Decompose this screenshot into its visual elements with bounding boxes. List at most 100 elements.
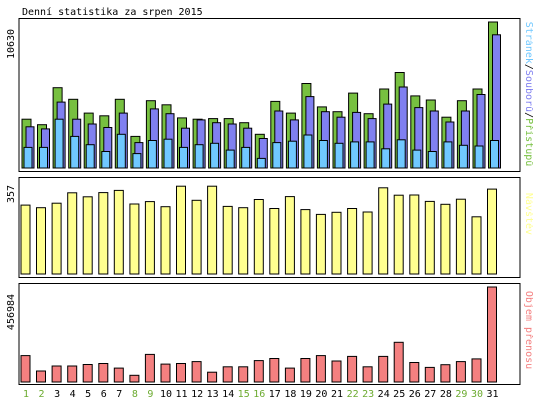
- bar-visits-day-5: [82, 196, 93, 275]
- bar-pages-day-17: [272, 142, 282, 169]
- bar-pages-day-4: [70, 135, 80, 169]
- day-label-4: 4: [70, 389, 76, 400]
- traffic-bars: [21, 21, 501, 169]
- bar-bytes-day-21: [331, 360, 342, 383]
- day-label-16: 16: [253, 389, 265, 400]
- day-label-31: 31: [486, 389, 498, 400]
- bar-visits-day-18: [284, 196, 295, 275]
- day-label-18: 18: [284, 389, 296, 400]
- day-label-29: 29: [455, 389, 467, 400]
- bar-bytes-day-26: [409, 362, 420, 383]
- bar-pages-day-16: [256, 157, 266, 169]
- bar-visits-day-28: [440, 203, 451, 275]
- traffic-legend: Stránek/Souborů/Přístupů: [523, 22, 533, 167]
- bar-bytes-day-9: [144, 353, 155, 383]
- bar-bytes-day-23: [362, 366, 373, 383]
- bar-pages-day-22: [350, 141, 360, 169]
- bar-pages-day-25: [396, 139, 406, 169]
- day-label-11: 11: [175, 389, 187, 400]
- bar-visits-day-24: [378, 187, 389, 275]
- bar-pages-day-13: [210, 142, 220, 169]
- day-label-8: 8: [132, 389, 138, 400]
- bar-pages-day-11: [179, 146, 188, 169]
- day-label-7: 7: [116, 389, 122, 400]
- bar-bytes-day-4: [67, 365, 78, 383]
- bar-pages-day-6: [101, 151, 111, 169]
- day-label-2: 2: [38, 389, 44, 400]
- bytes-panel-frame: [18, 283, 521, 385]
- bar-visits-day-9: [144, 201, 155, 275]
- bar-bytes-day-1: [20, 355, 31, 383]
- day-label-24: 24: [378, 389, 390, 400]
- bar-visits-day-6: [98, 192, 109, 275]
- bar-visits-day-17: [269, 208, 280, 275]
- day-label-10: 10: [160, 389, 172, 400]
- bar-pages-day-19: [303, 134, 313, 169]
- day-label-27: 27: [424, 389, 436, 400]
- bar-visits-day-25: [393, 194, 404, 275]
- bar-visits-day-29: [455, 198, 466, 275]
- bar-bytes-day-10: [160, 363, 171, 383]
- bar-visits-day-20: [315, 213, 326, 275]
- bar-visits-day-14: [222, 205, 233, 275]
- legend-pages: Stránek: [523, 22, 533, 64]
- visits-panel-frame: [18, 177, 521, 278]
- traffic-ymax-label: 10630: [6, 29, 17, 59]
- day-labels: 1 2 3 4 5 6 7 8 9 10 11 12 13 14 15 16 17 18 19 20 21 22 23 24 2…: [23, 389, 499, 400]
- bar-pages-day-8: [132, 153, 142, 169]
- svg-text:Stránek/Souborů/Přístupů: Stránek/Souborů/Přístupů: [523, 22, 533, 167]
- bar-visits-day-8: [129, 203, 140, 275]
- bar-bytes-day-13: [207, 371, 218, 383]
- bar-visits-day-21: [331, 211, 342, 275]
- bytes-legend: Objem přenosu: [523, 291, 533, 369]
- bar-visits-day-11: [176, 185, 186, 275]
- day-label-19: 19: [300, 389, 312, 400]
- legend-access: Přístupů: [523, 118, 533, 166]
- bar-visits-day-7: [113, 189, 124, 275]
- bar-pages-day-27: [427, 151, 437, 169]
- bar-bytes-day-7: [113, 367, 124, 383]
- bar-bytes-day-29: [455, 361, 466, 383]
- day-label-13: 13: [207, 389, 219, 400]
- legend-separator: /: [523, 112, 533, 118]
- visits-ymax-label: 357: [6, 185, 17, 203]
- bar-pages-day-28: [443, 141, 453, 169]
- day-label-1: 1: [23, 389, 29, 400]
- bar-bytes-day-24: [378, 355, 389, 383]
- visits-bars: [20, 185, 497, 275]
- bar-bytes-day-25: [393, 341, 404, 383]
- bar-pages-day-20: [318, 140, 328, 169]
- bar-pages-day-23: [365, 141, 375, 169]
- traffic-panel-frame: [18, 18, 521, 172]
- bar-visits-day-1: [20, 204, 31, 275]
- bar-visits-day-30: [471, 216, 482, 275]
- bar-bytes-day-19: [300, 358, 311, 383]
- bar-visits-day-2: [36, 207, 46, 275]
- bar-pages-day-1: [23, 146, 33, 169]
- bytes-bars: [20, 286, 497, 383]
- bar-pages-day-21: [334, 142, 344, 169]
- day-label-17: 17: [269, 389, 281, 400]
- day-label-15: 15: [238, 389, 250, 400]
- day-label-14: 14: [222, 389, 234, 400]
- bar-bytes-day-15: [238, 366, 249, 383]
- day-label-26: 26: [409, 389, 421, 400]
- bar-bytes-day-6: [98, 363, 109, 383]
- day-label-9: 9: [147, 389, 153, 400]
- bar-visits-day-13: [207, 185, 218, 275]
- bar-pages-day-15: [241, 146, 251, 169]
- bar-bytes-day-8: [129, 374, 140, 383]
- bytes-ymax-label: 456984: [6, 294, 17, 330]
- bar-visits-day-15: [238, 207, 249, 275]
- bar-bytes-day-5: [82, 364, 93, 383]
- bar-bytes-day-28: [440, 364, 451, 383]
- bar-visits-day-12: [191, 199, 202, 275]
- bar-visits-day-26: [409, 194, 420, 275]
- day-label-12: 12: [191, 389, 203, 400]
- bar-bytes-day-22: [347, 355, 358, 383]
- bar-bytes-day-12: [191, 361, 202, 383]
- day-label-6: 6: [101, 389, 107, 400]
- bar-pages-day-24: [381, 148, 391, 169]
- chart-title: Denní statistika za srpen 2015: [22, 6, 203, 18]
